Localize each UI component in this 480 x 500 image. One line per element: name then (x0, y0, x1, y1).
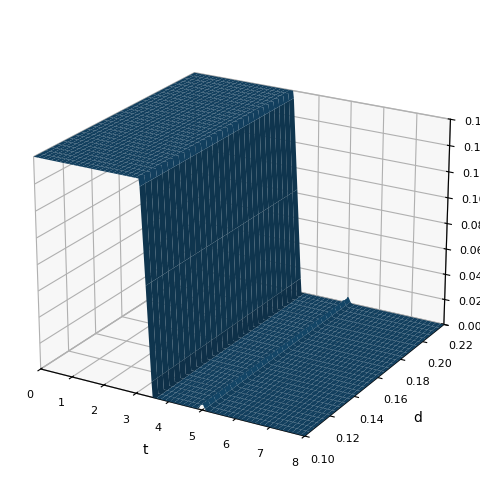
Y-axis label: d: d (413, 411, 421, 425)
X-axis label: t: t (142, 444, 148, 458)
